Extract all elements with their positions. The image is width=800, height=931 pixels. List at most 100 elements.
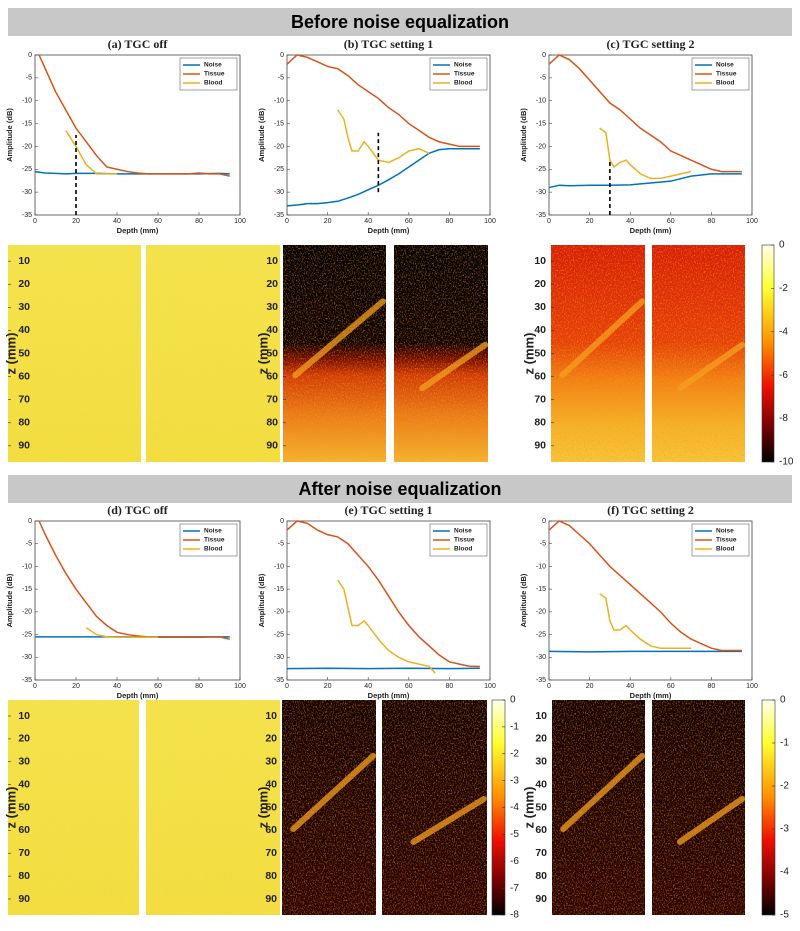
y-tick-label: 80 (265, 870, 277, 882)
legend-label: Blood (454, 80, 472, 87)
y-tick-label: 90 (265, 893, 277, 905)
y-tick-label: 0 (542, 52, 546, 59)
colorbar (762, 700, 775, 915)
y-tick-label: -5 (540, 541, 546, 548)
y-axis-label: z (mm) (3, 787, 18, 829)
y-tick-label: 10 (265, 710, 277, 722)
x-axis-label: Depth (mm) (630, 226, 672, 235)
y-tick-label: -30 (22, 654, 32, 661)
y-tick-label: -35 (274, 677, 284, 684)
x-tick-label: 80 (195, 683, 203, 690)
y-tick-label: -30 (536, 189, 546, 196)
y-tick-label: -15 (274, 120, 284, 127)
colorbar-tick-label: -1 (510, 722, 519, 733)
x-tick-label: 60 (405, 683, 413, 690)
x-tick-label: 80 (446, 218, 454, 225)
chart-title: (a) TGC off (108, 37, 169, 51)
y-tick-label: -15 (536, 586, 546, 593)
x-tick-label: 80 (446, 683, 454, 690)
colorbar-tick-label: -5 (510, 829, 519, 840)
y-tick-label: 50 (18, 347, 30, 359)
y-tick-label: 0 (280, 518, 284, 525)
legend-label: Tissue (454, 71, 475, 78)
x-tick-label: 80 (708, 683, 716, 690)
y-tick-label: 80 (534, 417, 546, 429)
y-tick-label: 0 (280, 52, 284, 59)
y-tick-label: 0 (542, 518, 546, 525)
y-tick-label: -30 (536, 654, 546, 661)
y-tick-label: -5 (278, 75, 284, 82)
legend-label: Noise (454, 528, 472, 535)
legend-label: Blood (716, 546, 734, 553)
colorbar (762, 245, 774, 462)
y-tick-label: 90 (535, 893, 547, 905)
y-axis-label: z (mm) (521, 787, 536, 829)
y-tick-label: -20 (274, 143, 284, 150)
y-tick-label: -30 (22, 189, 32, 196)
y-tick-label: 30 (18, 756, 30, 768)
x-tick-label: 100 (484, 218, 496, 225)
colorbar-tick-label: -4 (510, 802, 519, 813)
y-tick-label: 50 (535, 801, 547, 813)
y-tick-label: -30 (274, 189, 284, 196)
y-axis-label: z (mm) (3, 333, 18, 375)
y-tick-label: 40 (18, 324, 30, 336)
y-tick-label: 30 (534, 301, 546, 313)
legend-label: Blood (204, 80, 222, 87)
colorbar-tick-label: -3 (510, 775, 519, 786)
x-tick-label: 100 (746, 218, 758, 225)
y-tick-label: 20 (265, 733, 277, 745)
y-tick-label: -10 (274, 98, 284, 105)
y-tick-label: 60 (18, 370, 30, 382)
x-tick-label: 0 (547, 218, 551, 225)
y-tick-label: -10 (274, 563, 284, 570)
y-tick-label: 0 (28, 518, 32, 525)
y-axis-label: z (mm) (255, 787, 270, 829)
y-tick-label: -25 (274, 631, 284, 638)
legend-label: Tissue (454, 537, 475, 544)
image-speckle (282, 700, 376, 915)
y-tick-label: -20 (536, 609, 546, 616)
colorbar-tick-label: -2 (779, 283, 788, 294)
colorbar-tick-label: -7 (510, 883, 519, 894)
x-tick-label: 20 (72, 218, 80, 225)
x-tick-label: 60 (667, 218, 675, 225)
x-tick-label: 100 (234, 218, 246, 225)
y-tick-label: -35 (22, 212, 32, 219)
y-tick-label: -25 (536, 631, 546, 638)
y-tick-label: -35 (22, 677, 32, 684)
y-tick-label: 60 (18, 824, 30, 836)
y-tick-label: -10 (22, 98, 32, 105)
y-tick-label: 30 (266, 301, 278, 313)
y-tick-label: -25 (22, 166, 32, 173)
x-tick-label: 40 (113, 218, 121, 225)
y-tick-label: 80 (18, 417, 30, 429)
legend-label: Noise (204, 528, 222, 535)
legend-label: Noise (204, 62, 222, 69)
legend-label: Noise (716, 528, 734, 535)
y-tick-label: -15 (274, 586, 284, 593)
x-tick-label: 80 (195, 218, 203, 225)
x-tick-label: 20 (324, 218, 332, 225)
y-tick-label: -15 (22, 120, 32, 127)
chart-title: (b) TGC setting 1 (344, 37, 433, 51)
x-tick-label: 0 (33, 218, 37, 225)
y-tick-label: 30 (265, 756, 277, 768)
y-tick-label: 70 (18, 847, 30, 859)
x-axis-label: Depth (mm) (368, 226, 410, 235)
y-tick-label: 30 (18, 301, 30, 313)
legend-label: Blood (454, 546, 472, 553)
y-tick-label: -35 (536, 677, 546, 684)
y-tick-label: 90 (266, 440, 278, 452)
colorbar-tick-label: -2 (510, 748, 519, 759)
y-tick-label: -20 (22, 143, 32, 150)
y-tick-label: -10 (536, 563, 546, 570)
y-tick-label: -10 (22, 563, 32, 570)
y-tick-label: -5 (278, 541, 284, 548)
colorbar-tick-label: 0 (779, 240, 785, 251)
colorbar-tick-label: 0 (510, 695, 516, 706)
y-tick-label: -5 (26, 541, 32, 548)
legend-label: Tissue (716, 71, 737, 78)
y-tick-label: 90 (18, 893, 30, 905)
